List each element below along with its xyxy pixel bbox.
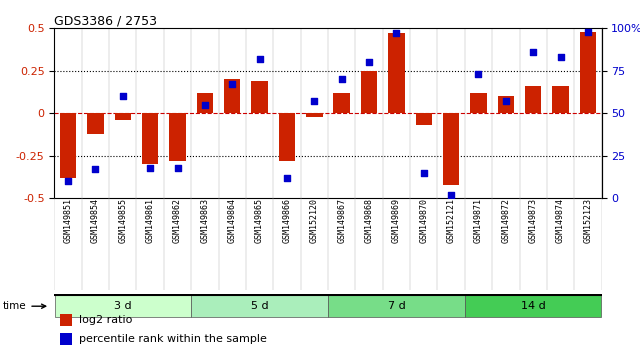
Text: percentile rank within the sample: percentile rank within the sample — [79, 335, 267, 344]
Point — [364, 59, 374, 65]
Text: GSM149855: GSM149855 — [118, 198, 127, 243]
Bar — [306, 113, 323, 117]
Bar — [388, 33, 404, 113]
Text: GSM152121: GSM152121 — [447, 198, 456, 243]
Point — [63, 178, 73, 184]
Text: time: time — [3, 301, 45, 311]
Point — [172, 165, 182, 171]
Text: GSM149867: GSM149867 — [337, 198, 346, 243]
Point — [583, 29, 593, 35]
Bar — [252, 81, 268, 113]
Bar — [87, 113, 104, 134]
Text: GSM149871: GSM149871 — [474, 198, 483, 243]
Text: GSM149854: GSM149854 — [91, 198, 100, 243]
Point — [391, 30, 401, 36]
FancyBboxPatch shape — [328, 295, 465, 318]
Bar — [580, 32, 596, 113]
Bar — [60, 113, 76, 178]
Point — [227, 81, 237, 87]
Text: GSM149868: GSM149868 — [365, 198, 374, 243]
Text: GSM152123: GSM152123 — [584, 198, 593, 243]
FancyBboxPatch shape — [191, 295, 328, 318]
Point — [419, 170, 429, 176]
Point — [145, 165, 156, 171]
Text: GSM149869: GSM149869 — [392, 198, 401, 243]
Bar — [361, 71, 377, 113]
Text: GSM149866: GSM149866 — [282, 198, 291, 243]
Bar — [142, 113, 158, 164]
Bar — [525, 86, 541, 113]
Text: GSM149870: GSM149870 — [419, 198, 428, 243]
Point — [337, 76, 347, 82]
Bar — [470, 93, 486, 113]
Text: GSM149862: GSM149862 — [173, 198, 182, 243]
Bar — [170, 113, 186, 161]
Bar — [333, 93, 350, 113]
Point — [446, 192, 456, 198]
Text: 5 d: 5 d — [251, 301, 268, 311]
Text: GSM149864: GSM149864 — [228, 198, 237, 243]
Text: GSM149863: GSM149863 — [200, 198, 209, 243]
Point — [309, 98, 319, 104]
Point — [118, 93, 128, 99]
Bar — [279, 113, 295, 161]
Bar — [224, 79, 241, 113]
Bar — [498, 96, 514, 113]
Point — [474, 72, 484, 77]
Point — [200, 102, 210, 108]
Text: GSM149873: GSM149873 — [529, 198, 538, 243]
Text: GSM149872: GSM149872 — [501, 198, 510, 243]
Bar — [60, 314, 72, 326]
Text: GSM152120: GSM152120 — [310, 198, 319, 243]
Text: GSM149874: GSM149874 — [556, 198, 565, 243]
Bar — [60, 333, 72, 346]
Bar — [443, 113, 460, 185]
Bar — [415, 113, 432, 125]
FancyBboxPatch shape — [54, 295, 191, 318]
Text: 7 d: 7 d — [388, 301, 405, 311]
Text: GSM149861: GSM149861 — [146, 198, 155, 243]
Text: 3 d: 3 d — [114, 301, 132, 311]
Point — [556, 55, 566, 60]
Point — [90, 166, 100, 172]
Point — [500, 98, 511, 104]
Text: GSM149865: GSM149865 — [255, 198, 264, 243]
Bar — [552, 86, 569, 113]
Bar — [115, 113, 131, 120]
Point — [255, 56, 265, 62]
Bar — [196, 93, 213, 113]
Text: 14 d: 14 d — [521, 301, 545, 311]
Point — [282, 175, 292, 181]
Point — [528, 49, 538, 55]
Text: GSM149851: GSM149851 — [63, 198, 72, 243]
Text: log2 ratio: log2 ratio — [79, 315, 132, 325]
Text: GDS3386 / 2753: GDS3386 / 2753 — [54, 14, 157, 27]
FancyBboxPatch shape — [465, 295, 602, 318]
